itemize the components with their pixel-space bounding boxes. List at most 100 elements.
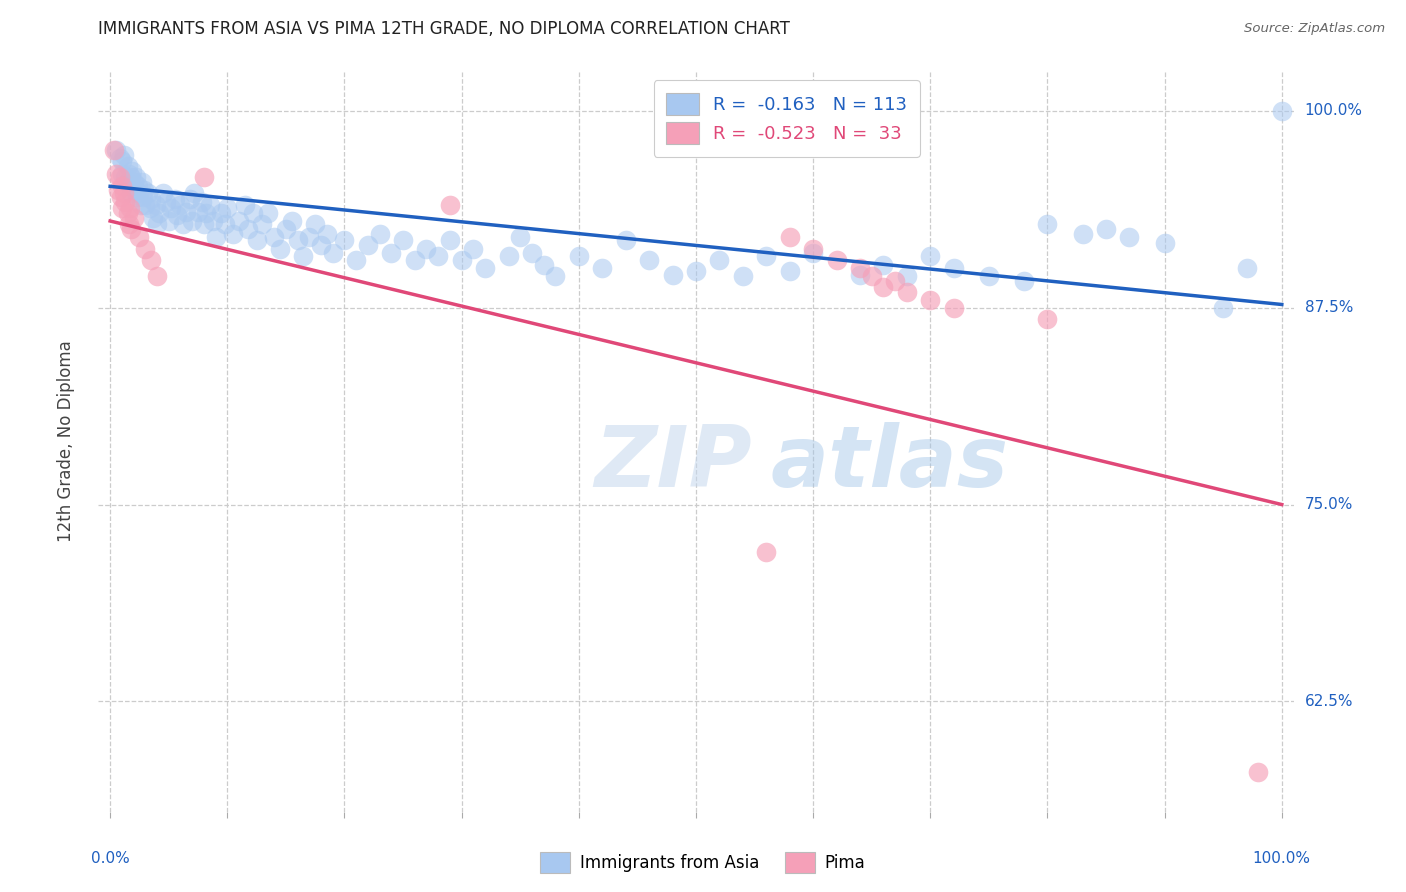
Point xyxy=(450,253,472,268)
Text: ZIP: ZIP xyxy=(595,422,752,505)
Point xyxy=(193,169,215,184)
Point xyxy=(214,217,236,231)
Point xyxy=(344,253,367,268)
Point xyxy=(141,192,163,206)
Point xyxy=(117,175,139,189)
Point xyxy=(217,202,239,216)
Point xyxy=(103,143,125,157)
Text: atlas: atlas xyxy=(770,422,1008,505)
Point xyxy=(202,214,225,228)
Point xyxy=(169,198,191,212)
Point xyxy=(1036,311,1059,326)
Point xyxy=(287,233,309,247)
Point xyxy=(127,190,149,204)
Point xyxy=(120,179,141,194)
Point xyxy=(193,217,215,231)
Point xyxy=(233,198,256,212)
Point xyxy=(155,195,177,210)
Text: IMMIGRANTS FROM ASIA VS PIMA 12TH GRADE, NO DIPLOMA CORRELATION CHART: IMMIGRANTS FROM ASIA VS PIMA 12TH GRADE,… xyxy=(98,20,790,38)
Point xyxy=(801,243,824,257)
Point xyxy=(357,237,380,252)
Point xyxy=(942,301,965,315)
Point xyxy=(198,198,221,212)
Point xyxy=(591,261,613,276)
Point xyxy=(124,182,146,196)
Point xyxy=(129,198,152,212)
Point xyxy=(111,179,134,194)
Point xyxy=(427,249,450,263)
Point xyxy=(111,167,134,181)
Point xyxy=(463,243,485,257)
Point xyxy=(920,293,942,307)
Point xyxy=(533,258,555,272)
Point xyxy=(685,264,707,278)
Point xyxy=(392,233,415,247)
Point xyxy=(755,545,778,559)
Point xyxy=(614,233,637,247)
Point xyxy=(183,186,205,200)
Point xyxy=(896,269,918,284)
Point xyxy=(920,249,942,263)
Point xyxy=(309,237,332,252)
Point xyxy=(252,217,274,231)
Point xyxy=(105,143,128,157)
Point xyxy=(269,243,291,257)
Legend: Immigrants from Asia, Pima: Immigrants from Asia, Pima xyxy=(534,846,872,880)
Point xyxy=(110,190,132,204)
Point xyxy=(118,217,141,231)
Point xyxy=(125,169,148,184)
Text: 100.0%: 100.0% xyxy=(1253,851,1310,865)
Point xyxy=(145,198,167,212)
Point xyxy=(1095,222,1118,236)
Point xyxy=(849,261,872,276)
Point xyxy=(120,186,142,200)
Point xyxy=(190,195,212,210)
Point xyxy=(134,243,156,257)
Point xyxy=(860,269,883,284)
Point xyxy=(131,175,153,189)
Point xyxy=(112,148,135,162)
Point xyxy=(544,269,567,284)
Point xyxy=(849,268,872,282)
Point xyxy=(1212,301,1234,315)
Point xyxy=(166,208,188,222)
Point xyxy=(779,229,801,244)
Point xyxy=(498,249,520,263)
Point xyxy=(274,222,297,236)
Point xyxy=(118,167,141,181)
Point xyxy=(896,285,918,299)
Point xyxy=(1118,229,1140,244)
Point xyxy=(333,233,356,247)
Point xyxy=(112,186,135,200)
Point xyxy=(281,214,304,228)
Text: 62.5%: 62.5% xyxy=(1305,694,1353,709)
Point xyxy=(238,222,260,236)
Point xyxy=(163,192,186,206)
Point xyxy=(263,229,285,244)
Point xyxy=(157,214,180,228)
Text: Source: ZipAtlas.com: Source: ZipAtlas.com xyxy=(1244,22,1385,36)
Point xyxy=(134,198,156,212)
Point xyxy=(246,233,269,247)
Point xyxy=(146,269,169,284)
Point xyxy=(755,249,778,263)
Point xyxy=(439,198,461,212)
Point xyxy=(107,182,129,196)
Point xyxy=(105,167,128,181)
Point xyxy=(638,253,661,268)
Point xyxy=(128,229,150,244)
Point xyxy=(136,186,159,200)
Text: 87.5%: 87.5% xyxy=(1305,300,1353,315)
Point xyxy=(117,206,139,220)
Point xyxy=(117,159,139,173)
Point xyxy=(709,253,731,268)
Point xyxy=(368,227,391,241)
Point xyxy=(228,214,250,228)
Point xyxy=(1236,261,1258,276)
Point xyxy=(120,202,141,216)
Point xyxy=(977,269,1000,284)
Point xyxy=(779,264,801,278)
Point xyxy=(222,227,245,241)
Point xyxy=(1247,765,1270,780)
Point xyxy=(142,211,165,225)
